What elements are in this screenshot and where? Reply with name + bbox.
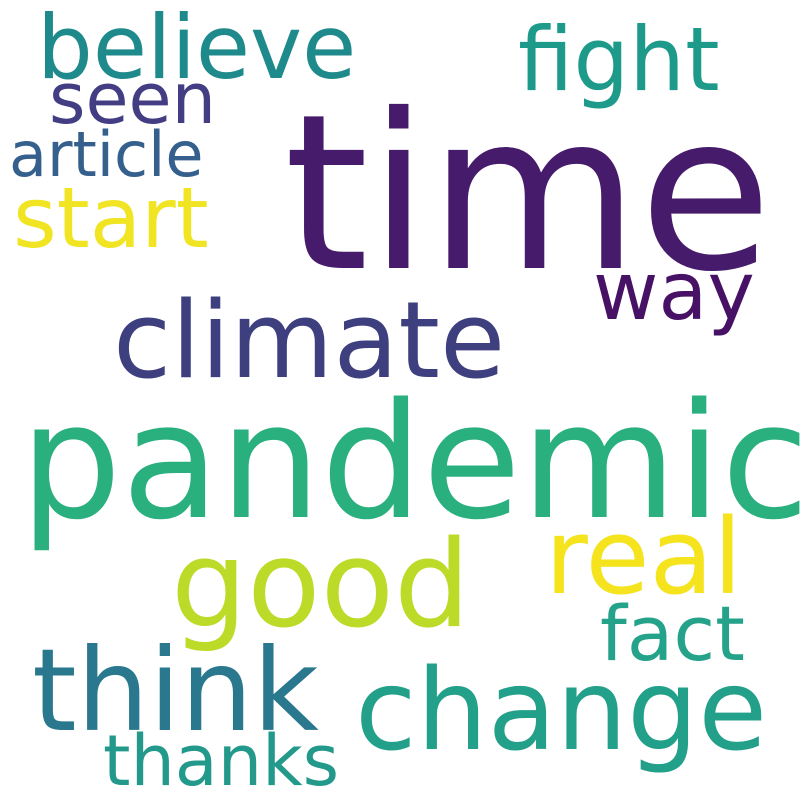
word-article: article	[9, 118, 204, 191]
word-good: good	[171, 516, 471, 655]
word-climate: climate	[113, 279, 506, 402]
word-believe: believe	[37, 0, 357, 99]
word-start: start	[13, 169, 209, 267]
word-change: change	[355, 646, 768, 776]
word-thanks: thanks	[103, 720, 340, 800]
word-pandemic: pandemic	[20, 368, 800, 555]
word-fact: fact	[600, 589, 745, 678]
word-way: way	[593, 245, 755, 338]
word-seen: seen	[49, 58, 216, 140]
word-real: real	[545, 496, 743, 618]
word-time: time	[284, 68, 773, 319]
word-fight: fight	[518, 8, 720, 111]
word-think: think	[32, 624, 319, 757]
